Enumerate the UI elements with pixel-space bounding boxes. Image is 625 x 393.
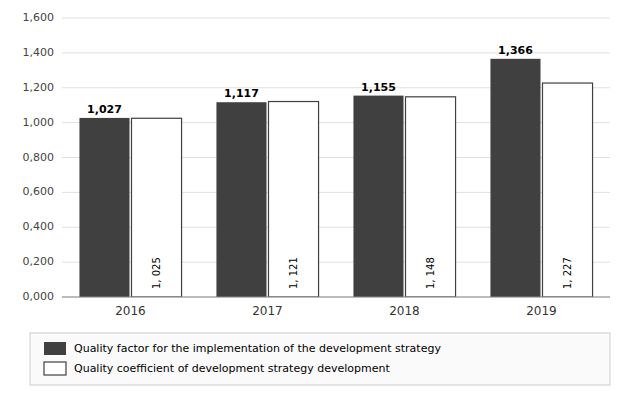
data-label: 1, 148 bbox=[425, 257, 436, 289]
legend-swatch bbox=[44, 362, 66, 375]
data-labels: 1,027 1,117 1,155 1,366 1, 025 1, 121 1, 148 1,… bbox=[87, 44, 572, 289]
y-tick-label: 0,600 bbox=[23, 185, 55, 198]
x-axis: 2016 2017 2018 2019 bbox=[62, 297, 610, 318]
x-tick-label: 2018 bbox=[389, 304, 420, 318]
data-label: 1,117 bbox=[224, 87, 259, 100]
x-axis-line bbox=[62, 297, 610, 298]
data-label: 1, 227 bbox=[562, 257, 573, 289]
legend-box bbox=[30, 333, 610, 385]
y-tick-label: 1,000 bbox=[23, 116, 55, 129]
bar bbox=[406, 97, 456, 297]
data-label: 1,366 bbox=[498, 44, 533, 57]
chart-container: 0,000 0,200 0,400 0,600 0,800 1,000 1,200 1,400… bbox=[0, 0, 625, 393]
bar bbox=[543, 83, 593, 297]
legend-swatch bbox=[44, 342, 66, 355]
bar bbox=[490, 59, 540, 297]
bar bbox=[353, 96, 403, 297]
legend-label: Quality factor for the implementation of… bbox=[74, 342, 441, 355]
y-tick-label: 1,200 bbox=[23, 81, 55, 94]
data-label: 1, 121 bbox=[288, 257, 299, 289]
data-label: 1,155 bbox=[361, 81, 396, 94]
data-label: 1, 025 bbox=[151, 257, 162, 289]
bar bbox=[269, 102, 319, 297]
bar bbox=[79, 118, 129, 297]
y-tick-label: 0,400 bbox=[23, 220, 55, 233]
y-tick-label: 1,400 bbox=[23, 46, 55, 59]
y-tick-label: 0,000 bbox=[23, 290, 55, 303]
grid-line bbox=[62, 18, 610, 19]
y-tick-label: 1,600 bbox=[23, 11, 55, 24]
bar bbox=[132, 118, 182, 297]
bar bbox=[216, 102, 266, 297]
y-axis: 0,000 0,200 0,400 0,600 0,800 1,000 1,200 1,400… bbox=[23, 11, 55, 303]
x-tick-label: 2019 bbox=[526, 304, 557, 318]
x-tick-label: 2017 bbox=[252, 304, 283, 318]
legend-label: Quality coefficient of development strat… bbox=[74, 362, 390, 375]
x-tick-label: 2016 bbox=[115, 304, 146, 318]
y-tick-label: 0,200 bbox=[23, 255, 55, 268]
data-label: 1,027 bbox=[87, 103, 122, 116]
grid bbox=[62, 18, 610, 297]
y-tick-label: 0,800 bbox=[23, 151, 55, 164]
legend: Quality factor for the implementation of… bbox=[30, 333, 610, 385]
chart-svg: 0,000 0,200 0,400 0,600 0,800 1,000 1,200 1,400… bbox=[0, 0, 625, 393]
bars bbox=[79, 59, 592, 297]
grid-line bbox=[62, 297, 610, 298]
